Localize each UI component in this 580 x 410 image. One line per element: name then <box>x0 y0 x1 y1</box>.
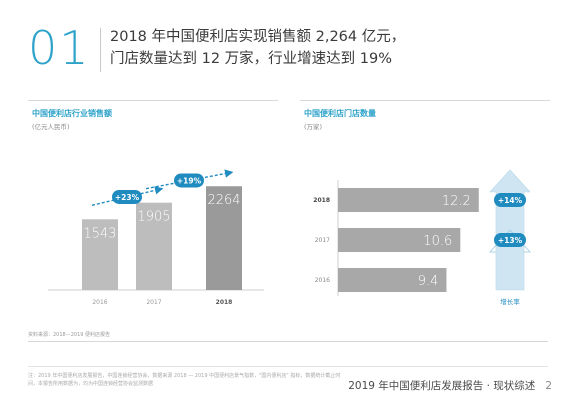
growth-bubble <box>174 173 204 188</box>
section-number: 01 <box>28 21 91 75</box>
sales-bar <box>82 219 118 290</box>
growth-rate-label: 增长率 <box>500 297 520 306</box>
stores-bar-chart: 12.2 2018 10.6 2017 9.4 2016 +14% +13% 增长率 <box>313 169 531 306</box>
growth-bubble <box>494 193 526 207</box>
right-panel-top-rule <box>300 100 550 101</box>
sales-year-tick: 2018 <box>216 299 233 306</box>
sales-bar <box>206 186 242 290</box>
source-rule <box>28 341 548 342</box>
store-value-label: 9.4 <box>418 274 439 289</box>
growth-label: +23% <box>115 193 140 202</box>
sales-year-tick: 2016 <box>92 299 107 306</box>
growth-up-arrow-segment <box>489 229 531 253</box>
headline-line-2: 门店数量达到 12 万家，行业增速达到 19% <box>110 51 393 67</box>
sales-bar-chart: 1543 2016 1905 2017 2264 2018 +23% +19% <box>48 169 264 306</box>
store-bar <box>338 228 461 252</box>
headline: 2018 年中国便利店实现销售额 2,264 亿元， 门店数量达到 12 万家，… <box>110 26 570 70</box>
growth-arrow <box>145 169 234 190</box>
sales-year-tick: 2017 <box>146 299 161 306</box>
source-note: 资料来源：2018－2019 便利店报告 <box>28 332 111 338</box>
left-chart-unit: (亿元人民币) <box>32 123 70 131</box>
store-year-tick: 2017 <box>315 237 330 244</box>
store-value-label: 10.6 <box>423 234 452 249</box>
sales-bar <box>136 202 172 290</box>
growth-label: +19% <box>177 176 202 185</box>
store-value-label: 12.2 <box>442 194 471 209</box>
right-chart-title: 中国便利店门店数量 <box>304 109 376 118</box>
right-chart-unit: (万家) <box>304 123 323 131</box>
store-bar <box>338 188 479 212</box>
sales-value-label: 1905 <box>137 210 170 225</box>
store-year-tick: 2016 <box>315 277 330 284</box>
page-number: 2 <box>545 380 552 392</box>
report-title: 2019 年中国便利店发展报告 · 现状综述 <box>348 380 536 392</box>
store-bar <box>338 268 447 292</box>
growth-bubble <box>494 233 526 247</box>
footnote: 注：2019 年中国便利店发展报告，中国连锁经营协会，数据来源 2018 — 2… <box>28 373 341 387</box>
left-chart-title: 中国便利店行业销售额 <box>32 109 112 118</box>
header-divider <box>100 28 101 72</box>
growth-label: +14% <box>498 196 523 205</box>
sales-value-label: 1543 <box>83 226 116 241</box>
headline-line-1: 2018 年中国便利店实现销售额 2,264 亿元， <box>110 29 406 45</box>
store-year-tick: 2018 <box>313 197 330 204</box>
footer-rule <box>28 366 548 367</box>
left-panel-top-rule <box>28 100 278 101</box>
sales-value-label: 2264 <box>207 193 240 208</box>
growth-label: +13% <box>498 236 523 245</box>
footer-title: 2019 年中国便利店发展报告 · 现状综述 2 <box>348 378 552 393</box>
growth-bubble <box>112 189 142 204</box>
